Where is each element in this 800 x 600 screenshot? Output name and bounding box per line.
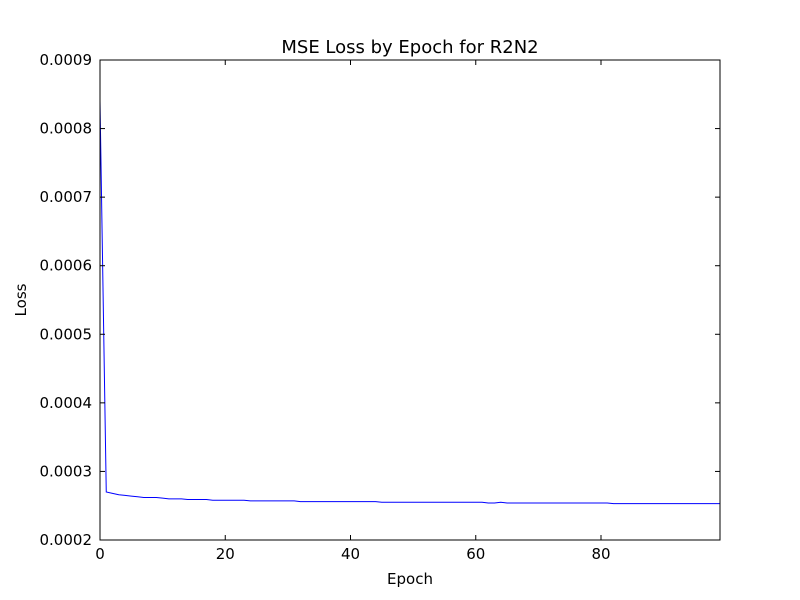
y-axis-label: Loss	[12, 283, 30, 316]
y-tick-label: 0.0005	[40, 325, 93, 343]
y-tick-label: 0.0007	[40, 188, 93, 206]
x-tick-label: 80	[591, 545, 610, 563]
series-layer	[99, 101, 720, 505]
y-tick-label: 0.0003	[40, 462, 93, 480]
y-tick-label: 0.0008	[40, 120, 93, 138]
tick-layer: 0 20 40 60 80 0.0002 0.0003 0.0004 0.0005 0.0006 0…	[40, 51, 720, 563]
plot-frame	[99, 59, 721, 541]
y-tick-label: 0.0009	[40, 51, 93, 69]
y-tick-label: 0.0002	[40, 531, 93, 549]
x-tick-label: 40	[341, 545, 360, 563]
y-tick-label: 0.0004	[40, 394, 93, 412]
x-tick-label: 0	[95, 545, 105, 563]
x-tick-label: 20	[216, 545, 235, 563]
chart-title: MSE Loss by Epoch for R2N2	[281, 37, 538, 58]
x-axis-label: Epoch	[387, 570, 433, 588]
loss-series-line	[99, 101, 720, 505]
x-tick-label: 60	[466, 545, 485, 563]
y-tick-label: 0.0006	[40, 257, 93, 275]
